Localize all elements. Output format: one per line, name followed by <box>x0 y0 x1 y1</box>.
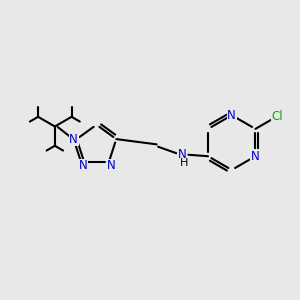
Text: Cl: Cl <box>272 110 283 123</box>
Text: H: H <box>180 158 188 168</box>
Text: N: N <box>78 159 87 172</box>
Text: N: N <box>227 109 236 122</box>
Text: N: N <box>178 148 186 161</box>
Text: N: N <box>251 150 260 163</box>
Text: N: N <box>69 133 78 146</box>
Text: N: N <box>107 159 116 172</box>
